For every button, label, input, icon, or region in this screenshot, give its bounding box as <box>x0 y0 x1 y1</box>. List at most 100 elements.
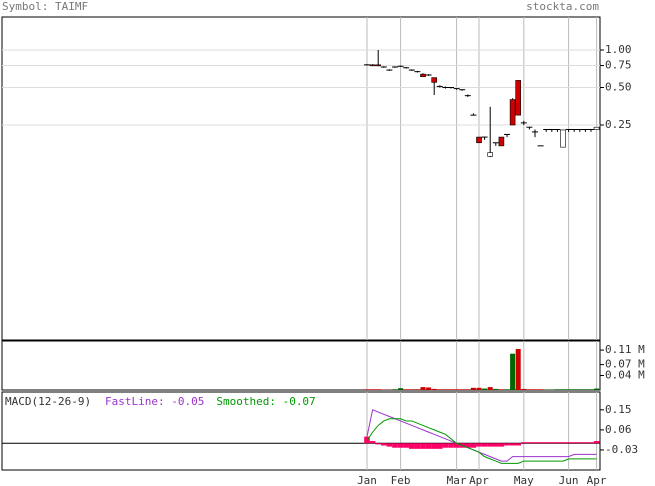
volume-bar <box>370 389 376 390</box>
x-tick-label: Feb <box>391 474 411 486</box>
site: stockta.com <box>526 0 599 13</box>
volume-bar <box>414 389 420 390</box>
volume-bar <box>588 389 594 390</box>
x-tick-label: Apr <box>469 474 489 486</box>
volume-bar <box>515 348 521 390</box>
histogram-bar <box>582 442 589 444</box>
volume-bar <box>442 389 448 390</box>
volume-bar <box>470 387 476 390</box>
legend-entry: Smoothed: -0.07 <box>216 395 315 408</box>
histogram-bar <box>487 443 493 447</box>
volume-bar <box>526 389 532 390</box>
histogram-bar <box>369 441 376 444</box>
volume-bar <box>571 389 577 390</box>
histogram-bar <box>375 443 381 445</box>
candle-body <box>509 99 516 126</box>
x-tick-label: Mar <box>447 474 467 486</box>
histogram-bar <box>571 442 577 444</box>
y-tick-label: -0.03 <box>605 443 638 456</box>
volume-bar <box>504 389 510 390</box>
histogram-bar <box>364 436 370 444</box>
histogram-bar <box>526 442 533 444</box>
histogram-bar <box>403 443 409 448</box>
volume-bar <box>437 389 443 390</box>
candle-body <box>593 126 600 130</box>
histogram-bar <box>414 443 421 449</box>
volume-bar <box>409 389 415 390</box>
y-tick-label: 0.07 M <box>605 358 645 371</box>
volume-bar <box>521 388 527 390</box>
volume-bar <box>403 389 409 390</box>
volume-bar <box>560 389 566 390</box>
histogram-bar <box>537 442 544 444</box>
histogram-bar <box>498 443 505 447</box>
volume-bar <box>482 388 488 390</box>
histogram-bar <box>442 443 449 448</box>
histogram-bar <box>577 442 583 444</box>
histogram-bar <box>509 443 516 446</box>
histogram-bar <box>425 443 432 449</box>
y-tick-label: 1.00 <box>605 43 632 56</box>
x-tick-label: Apr <box>587 474 607 486</box>
histogram-bar <box>493 443 499 447</box>
histogram-bar <box>543 442 549 444</box>
volume-bar <box>594 388 600 390</box>
price-panel <box>1 16 601 341</box>
volume-bar <box>426 387 432 390</box>
volume-bar <box>448 389 454 390</box>
histogram-bar <box>448 443 454 448</box>
candle-body <box>369 64 376 67</box>
volume-bar <box>582 389 588 390</box>
histogram-bar <box>386 443 393 447</box>
histogram-bar <box>431 443 437 449</box>
candle-body <box>420 73 426 78</box>
volume-bar <box>420 387 426 390</box>
macd-title: MACD(12-26-9) <box>5 395 91 408</box>
y-tick-label: 0.06 <box>605 423 632 436</box>
volume-bar <box>498 389 504 390</box>
candle-body <box>487 152 494 157</box>
histogram-bar <box>515 443 521 446</box>
volume-bar <box>454 389 460 390</box>
histogram-bar <box>470 443 477 448</box>
volume-bar <box>431 388 437 390</box>
histogram-bar <box>593 441 600 444</box>
y-tick-label: 0.15 <box>605 403 632 416</box>
volume-bar <box>566 389 572 390</box>
y-tick-label: 0.50 <box>605 80 632 93</box>
macd-line <box>366 409 597 462</box>
volume-bar <box>487 387 493 390</box>
x-tick-label: Jun <box>559 474 579 486</box>
volume-bar <box>577 389 583 390</box>
histogram-bar <box>549 442 555 444</box>
histogram-bar <box>453 443 460 448</box>
candle-body <box>431 77 438 83</box>
volume-bar <box>392 389 398 390</box>
histogram-bar <box>397 443 404 448</box>
candle-body <box>476 136 482 144</box>
histogram-bar <box>392 443 398 448</box>
histogram-bar <box>481 443 488 447</box>
volume-bar <box>554 389 560 390</box>
volume-bar <box>476 387 482 390</box>
histogram-bar <box>560 442 566 444</box>
candle-body <box>498 136 505 147</box>
histogram-bar <box>521 442 527 444</box>
histogram-bar <box>465 443 471 448</box>
histogram-bar <box>565 442 572 444</box>
y-tick-label: 0.25 <box>605 118 632 131</box>
volume-bar <box>364 389 370 390</box>
histogram-bar <box>504 443 510 446</box>
histogram-bar <box>554 442 561 444</box>
histogram-bar <box>409 443 415 449</box>
histogram-bar <box>437 443 443 449</box>
legend-entry: FastLine: -0.05 <box>105 395 204 408</box>
volume-bar <box>459 389 465 390</box>
histogram-bar <box>476 443 482 447</box>
histogram-bar <box>381 443 387 446</box>
volume-bar <box>538 389 544 390</box>
candle-body <box>375 64 382 67</box>
macd-line <box>366 418 597 464</box>
volume-bar <box>398 388 404 390</box>
